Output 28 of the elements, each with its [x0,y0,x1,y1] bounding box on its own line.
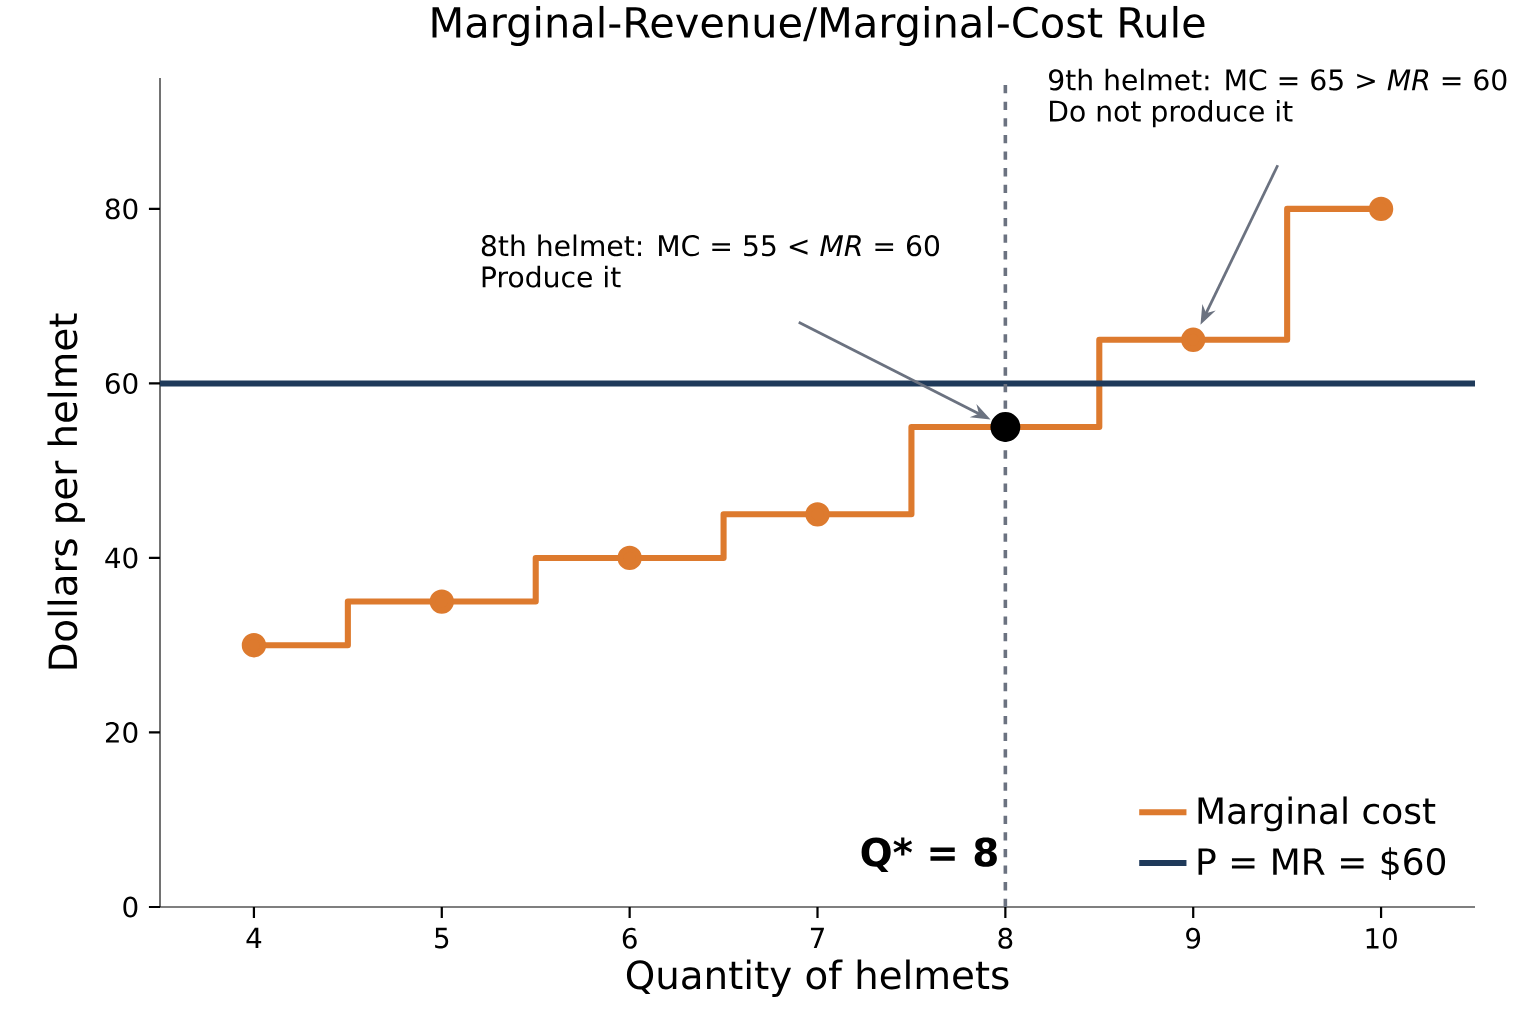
y-tick-label: 40 [105,547,138,569]
x-axis-title: Quantity of helmets [626,959,1009,997]
x-tick-label: 4 [246,927,262,949]
annotation: 8th helmet: MC = 55 < MR = 60 [481,234,940,257]
chart-title: Marginal-Revenue/Marginal-Cost Rule [432,5,1205,47]
y-tick-label: 0 [123,896,138,918]
legend-label: P = MR = $60 [1198,847,1446,880]
y-tick-label: 60 [105,372,138,394]
legend-label: Marginal cost [1198,796,1436,832]
x-tick-label: 5 [435,927,449,949]
x-tick-label: 10 [1366,927,1397,949]
point [241,633,267,658]
annotation: 9th helmet: MC = 65 > MR = 60 [1049,68,1507,91]
annotation: Produce it [482,265,621,288]
x-tick-label: 8 [998,927,1013,949]
y-tick-label: 20 [105,721,138,743]
point [1181,327,1206,352]
x-tick-label: 7 [810,927,824,949]
y-tick-label: 80 [105,198,138,220]
x-tick-label: 9 [1186,927,1201,949]
point [429,589,454,614]
x-tick-label: 6 [622,927,637,949]
point [805,502,830,527]
annotation: Do not produce it [1050,99,1293,128]
y-axis-title: Dollars per helmet [47,313,85,669]
ref-line-label: Q* = 8 [861,837,997,872]
point [1368,196,1394,222]
point [617,545,642,571]
